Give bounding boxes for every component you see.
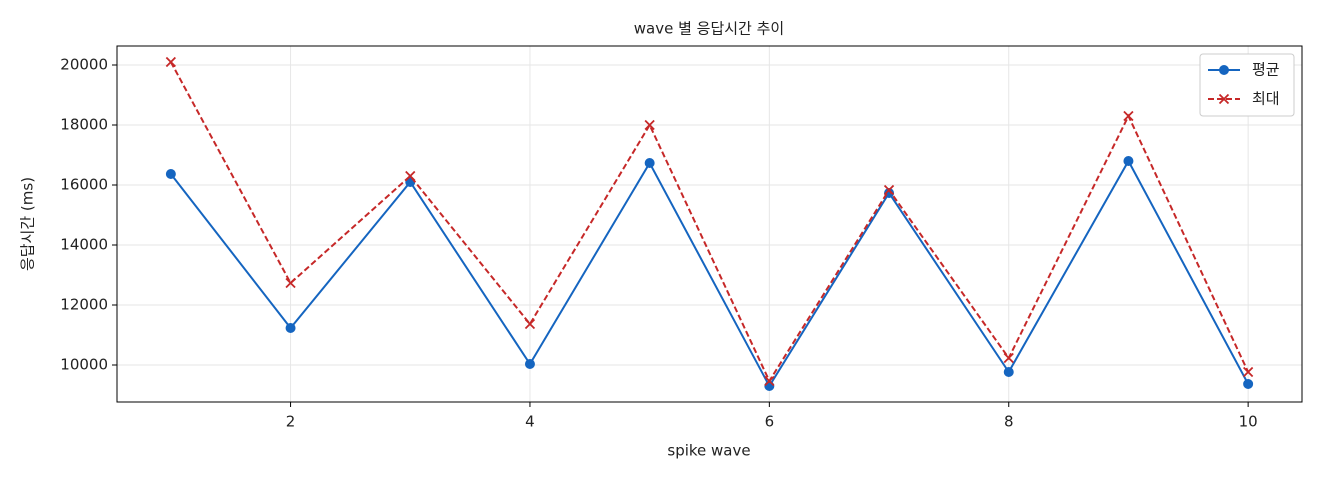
point — [764, 375, 775, 387]
point — [1003, 352, 1014, 364]
y-tick-label: 20000 — [60, 55, 108, 73]
point — [165, 56, 177, 68]
legend-marker — [1219, 65, 1229, 75]
plot-frame — [116, 45, 1303, 403]
x-tick-label: 6 — [765, 413, 775, 431]
x-tick-label: 8 — [1004, 413, 1014, 431]
point — [405, 170, 416, 182]
point — [285, 277, 296, 289]
x-tick-label: 4 — [525, 413, 535, 431]
legend-label: 평균 — [1252, 61, 1280, 79]
chart-title: wave 별 응답시간 추이 — [634, 20, 784, 38]
legend-label: 최대 — [1252, 90, 1280, 108]
point — [644, 119, 655, 131]
series-line — [170, 158, 1250, 389]
y-tick-label: 18000 — [60, 115, 108, 133]
y-tick-label: 14000 — [60, 236, 108, 254]
y-tick-label: 12000 — [60, 296, 108, 314]
legend-marker — [1218, 93, 1230, 105]
point — [165, 168, 176, 179]
legend-frame — [1199, 53, 1295, 117]
point — [524, 318, 536, 330]
x-axis-label: spike wave — [667, 442, 750, 460]
point — [644, 158, 655, 169]
point — [1243, 378, 1254, 389]
point — [524, 359, 535, 370]
point — [1243, 366, 1254, 378]
y-tick-label: 16000 — [60, 175, 108, 193]
point — [883, 184, 895, 196]
point — [285, 323, 296, 334]
x-tick-label: 10 — [1239, 413, 1258, 431]
x-tick-label: 2 — [286, 413, 296, 431]
y-axis-label: 응답시간 (ms) — [19, 177, 37, 271]
point — [1003, 366, 1014, 377]
point — [1123, 155, 1134, 166]
series-line — [169, 61, 1250, 384]
point — [1123, 110, 1134, 122]
y-tick-label: 10000 — [60, 356, 108, 374]
